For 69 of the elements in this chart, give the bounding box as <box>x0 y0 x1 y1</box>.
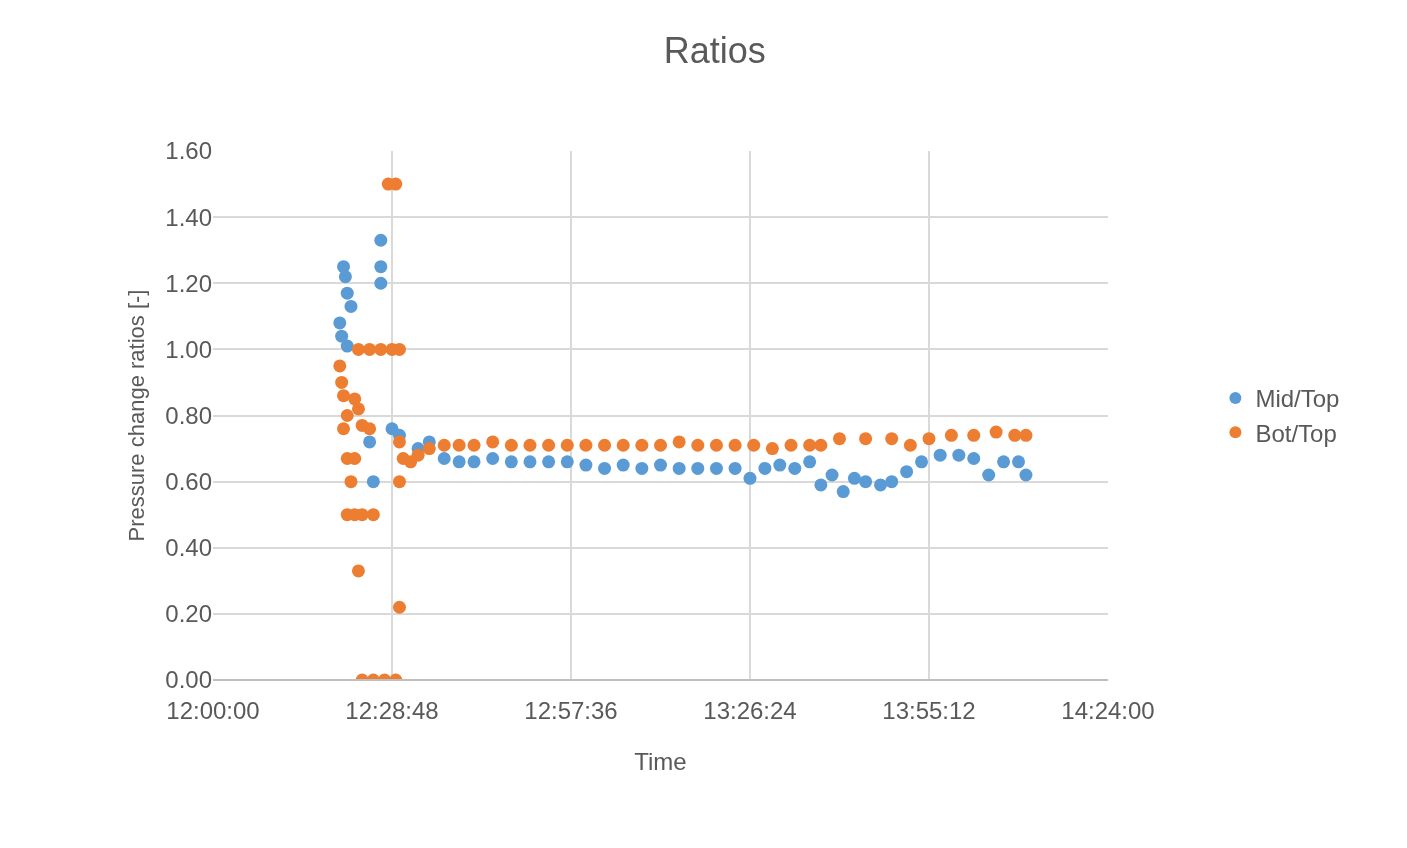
point <box>340 339 354 353</box>
x-tick-label: 12:57:36 <box>524 697 618 724</box>
y-tick-label: 0.40 <box>165 534 212 562</box>
point <box>982 468 996 482</box>
point <box>363 435 377 449</box>
point <box>885 475 899 489</box>
point <box>598 461 612 475</box>
point <box>814 478 828 492</box>
point <box>1019 468 1033 482</box>
point <box>542 455 556 469</box>
point <box>374 260 388 274</box>
point <box>900 465 914 479</box>
x-axis-title: Time <box>634 748 687 776</box>
point <box>773 458 787 472</box>
y-tick-label: 1.60 <box>165 137 212 165</box>
point <box>758 461 772 475</box>
y-tick-label: 0.80 <box>165 401 212 429</box>
point <box>635 461 649 475</box>
point <box>933 448 947 462</box>
point <box>560 455 574 469</box>
legend-label: Mid/Top <box>1255 385 1340 413</box>
point <box>504 455 518 469</box>
x-tick-label: 12:28:48 <box>345 697 439 724</box>
point <box>952 448 966 462</box>
point <box>579 458 593 472</box>
x-tick-label: 13:26:24 <box>703 697 797 724</box>
point <box>847 471 861 485</box>
point <box>672 461 686 475</box>
y-tick-label: 1.00 <box>165 335 212 363</box>
point <box>338 270 352 284</box>
y-tick-label: 0.00 <box>165 666 212 694</box>
point <box>997 455 1011 469</box>
y-axis-title: Pressure change ratios [-] <box>124 289 150 542</box>
point <box>967 451 981 465</box>
point <box>452 455 466 469</box>
point <box>728 461 742 475</box>
point <box>709 461 723 475</box>
point <box>366 475 380 489</box>
point <box>803 455 817 469</box>
point <box>915 455 929 469</box>
point <box>374 276 388 290</box>
point <box>836 485 850 499</box>
point <box>874 478 888 492</box>
legend-label: Bot/Top <box>1255 419 1337 447</box>
x-tick-label: 13:55:12 <box>882 697 976 724</box>
chart-title: Ratios <box>663 30 766 72</box>
y-tick-label: 1.20 <box>165 269 212 297</box>
point <box>374 233 388 247</box>
point <box>859 475 873 489</box>
point <box>825 468 839 482</box>
point <box>486 451 500 465</box>
point <box>654 458 667 472</box>
point <box>344 299 358 313</box>
y-tick-label: 0.60 <box>165 468 212 496</box>
point <box>743 471 757 485</box>
point <box>467 455 481 469</box>
point <box>333 316 347 330</box>
point <box>616 458 630 472</box>
point <box>691 461 705 475</box>
y-tick-label: 1.40 <box>165 203 212 231</box>
point <box>340 286 354 300</box>
y-tick-label: 0.20 <box>165 600 212 628</box>
x-tick-label: 12:00:00 <box>166 697 260 724</box>
x-tick-label: 14:24:00 <box>1061 697 1155 724</box>
point <box>437 451 451 465</box>
point <box>335 329 349 343</box>
point <box>1012 455 1025 469</box>
point <box>788 461 802 475</box>
point <box>523 455 537 469</box>
